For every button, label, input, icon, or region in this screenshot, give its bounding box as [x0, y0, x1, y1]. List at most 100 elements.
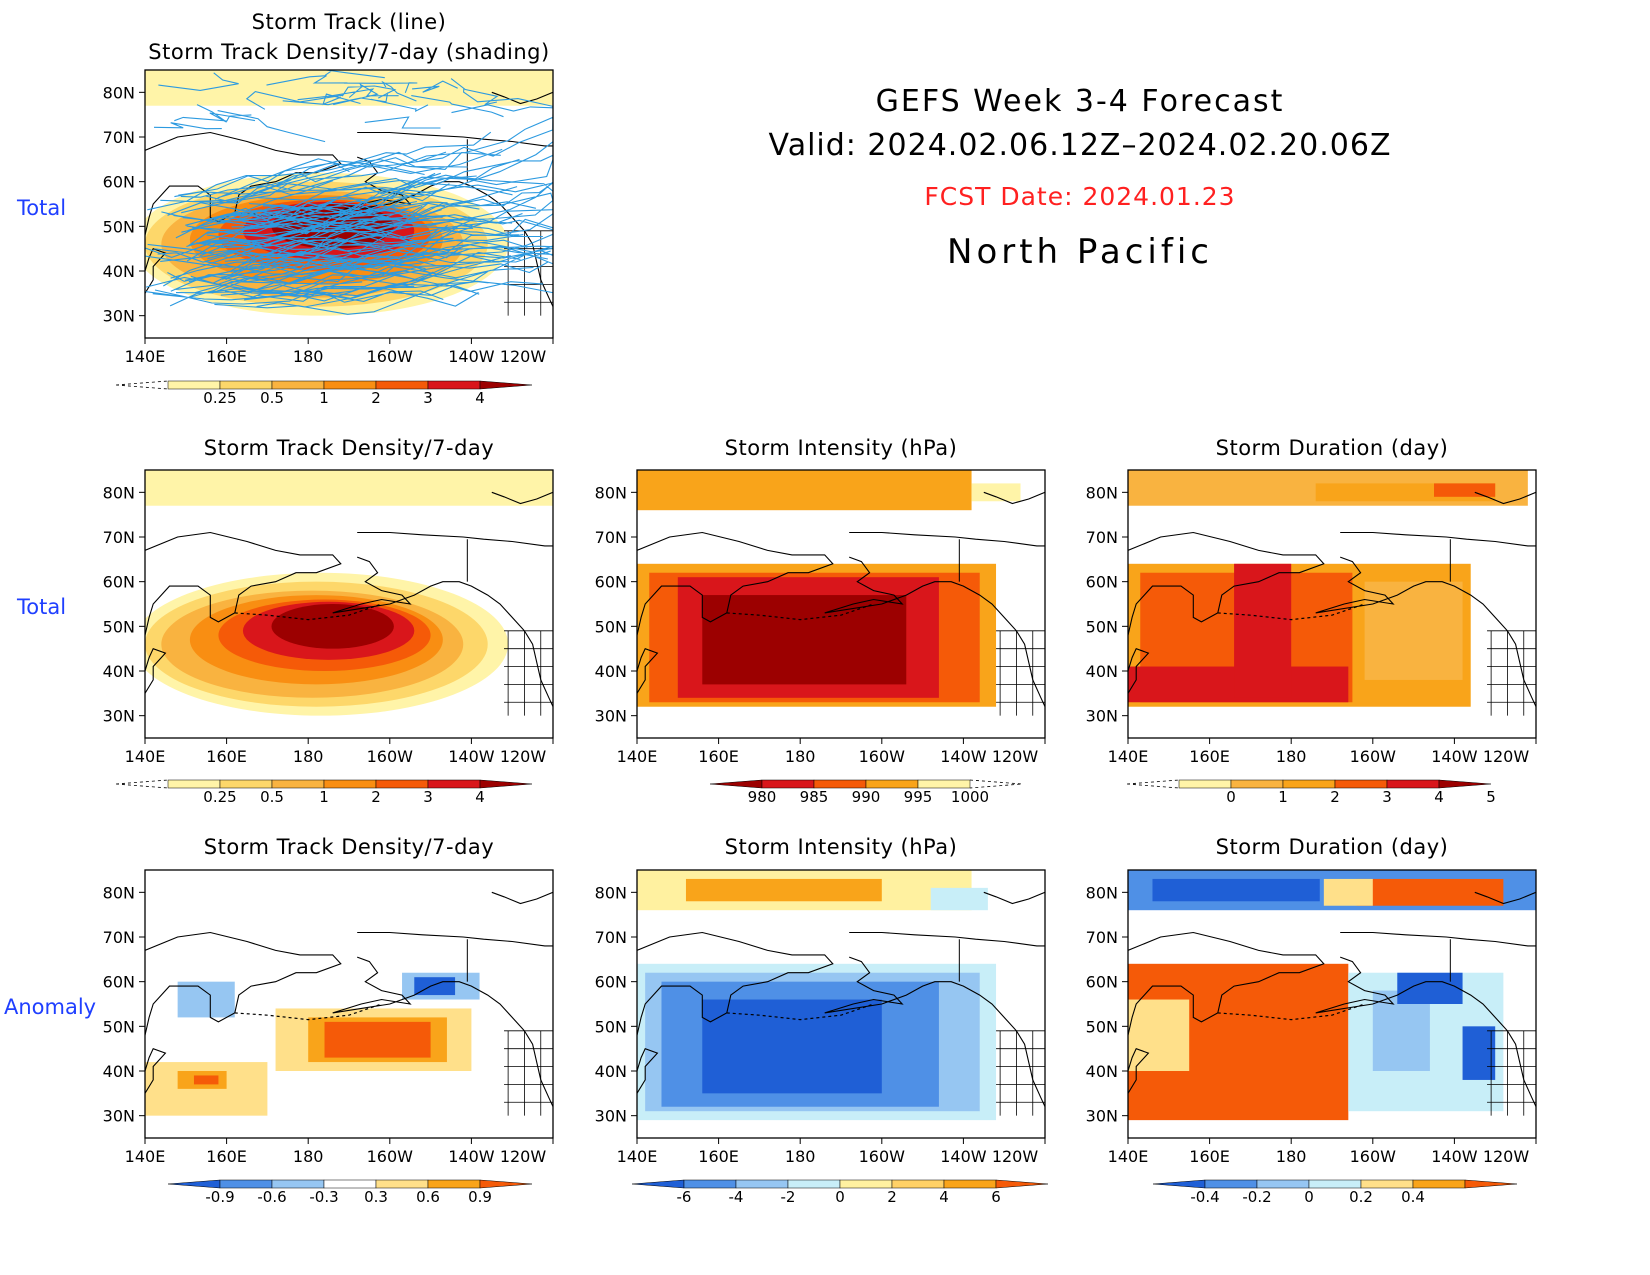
colorbar-label: 990	[852, 788, 881, 806]
shade-cell	[1128, 999, 1190, 1071]
shade-cell	[1434, 483, 1496, 497]
colorbar-swatch	[865, 779, 919, 789]
coastline	[637, 648, 659, 694]
colorbar-label: 2	[371, 389, 381, 407]
panel-6-title: Storm Intensity (hPa)	[724, 835, 958, 859]
lat-label: 80N	[103, 883, 135, 902]
row-label-total-2: Total	[17, 595, 67, 619]
coastline	[1128, 531, 1325, 636]
lon-label: 120W	[500, 347, 547, 366]
lat-label: 70N	[1086, 928, 1118, 947]
colorbar-label: 0.9	[468, 1188, 492, 1206]
panel-4-title: Storm Duration (day)	[1215, 436, 1449, 460]
colorbar-swatch	[839, 1179, 893, 1189]
lat-label: 50N	[595, 617, 627, 636]
coastline	[332, 556, 553, 707]
lon-label: 140W	[1431, 747, 1478, 766]
map-panel-p1: 80N 70N 60N 50N 40N 30N 140E 160E 180 160W 140W 120…	[103, 69, 554, 366]
colorbar-swatch	[1308, 1179, 1362, 1189]
figure-title: GEFS Week 3-4 Forecast	[875, 84, 1285, 119]
colorbar-swatch	[735, 1179, 789, 1189]
lon-label: 160E	[1189, 1147, 1230, 1166]
colorbar-swatch	[323, 1179, 377, 1189]
colorbar-density-anom: -0.9 -0.6 -0.3 0.3 0.6 0.9	[167, 1179, 533, 1206]
coastline	[491, 91, 553, 105]
lat-label: 80N	[1086, 883, 1118, 902]
lat-label: 70N	[595, 928, 627, 947]
colorbar-swatch	[375, 380, 429, 390]
panel-1-title-line1: Storm Track (line)	[251, 10, 447, 34]
colorbar-swatch	[479, 1179, 533, 1189]
row-label-anomaly: Anomaly	[4, 995, 97, 1019]
shade-cell	[1152, 878, 1320, 902]
map-panel-p4: 80N 70N 60N 50N 40N 30N 140E 160E 180 160W 140W 120…	[1086, 469, 1537, 766]
panel-3-title: Storm Intensity (hPa)	[724, 436, 958, 460]
lat-label: 30N	[103, 1107, 135, 1126]
lat-label: 40N	[1086, 662, 1118, 681]
coastline	[357, 531, 553, 547]
aleutian-islands	[726, 603, 874, 621]
colorbar-label: 2	[887, 1188, 897, 1206]
lon-label: 120W	[992, 747, 1039, 766]
colorbar-swatch	[323, 779, 377, 789]
colorbar-label: -0.4	[1190, 1188, 1219, 1206]
lon-label: 140E	[1108, 747, 1149, 766]
coastline	[145, 248, 167, 294]
colorbar-label: -0.3	[309, 1188, 338, 1206]
coastline	[824, 556, 1045, 707]
colorbar-label: 0.5	[260, 389, 284, 407]
colorbar-swatch	[271, 380, 325, 390]
coastline	[849, 931, 1045, 947]
shade-cell	[702, 999, 882, 1094]
colorbar-swatch	[1438, 779, 1492, 789]
colorbar-label: 0	[835, 1188, 845, 1206]
lat-label: 40N	[595, 662, 627, 681]
colorbar-label: 0	[1226, 788, 1236, 806]
colorbar-label: 0.25	[203, 788, 236, 806]
shade-cell	[971, 483, 1021, 502]
shade-cell	[685, 878, 882, 902]
colorbar-swatch	[219, 779, 273, 789]
colorbar-swatch	[271, 779, 325, 789]
shade-cell	[637, 470, 972, 511]
colorbar-swatch	[219, 380, 273, 390]
colorbar-swatch	[375, 1179, 429, 1189]
shade-cell	[1462, 1026, 1496, 1080]
colorbar-swatch	[1386, 779, 1440, 789]
lon-label: 140E	[125, 347, 166, 366]
lon-label: 140W	[448, 1147, 495, 1166]
map-content	[1128, 870, 1536, 1138]
lon-label: 180	[785, 747, 816, 766]
colorbar-swatch	[683, 1179, 737, 1189]
colorbar-swatch	[761, 779, 815, 789]
lat-label: 80N	[103, 483, 135, 502]
coastline	[145, 931, 342, 1036]
lon-label: 160W	[367, 347, 414, 366]
colorbar-label: 2	[371, 788, 381, 806]
lon-label: 160W	[367, 747, 414, 766]
colorbar-swatch	[1412, 1179, 1466, 1189]
lon-label: 160W	[859, 1147, 906, 1166]
colorbar-swatch	[427, 380, 481, 390]
colorbar-swatch	[787, 1179, 841, 1189]
colorbar-swatch	[375, 779, 429, 789]
coastline	[332, 956, 553, 1107]
coastline	[983, 491, 1045, 505]
colorbar-label: -2	[781, 1188, 796, 1206]
map-frame	[144, 69, 554, 339]
shade-cell	[414, 977, 456, 996]
shade-cell	[193, 1075, 219, 1085]
map-frame	[636, 869, 1046, 1139]
lon-label: 160W	[859, 747, 906, 766]
lat-label: 80N	[1086, 483, 1118, 502]
colorbar-label: 1	[319, 788, 329, 806]
coastline	[1128, 931, 1325, 1036]
lat-label: 40N	[103, 1062, 135, 1081]
panel-7-title: Storm Duration (day)	[1215, 835, 1449, 859]
lat-label: 50N	[1086, 1017, 1118, 1036]
colorbar-label: 4	[1434, 788, 1444, 806]
colorbar-swatch	[1464, 1179, 1518, 1189]
map-frame	[1127, 469, 1537, 739]
lat-label: 50N	[1086, 617, 1118, 636]
lat-label: 40N	[103, 662, 135, 681]
